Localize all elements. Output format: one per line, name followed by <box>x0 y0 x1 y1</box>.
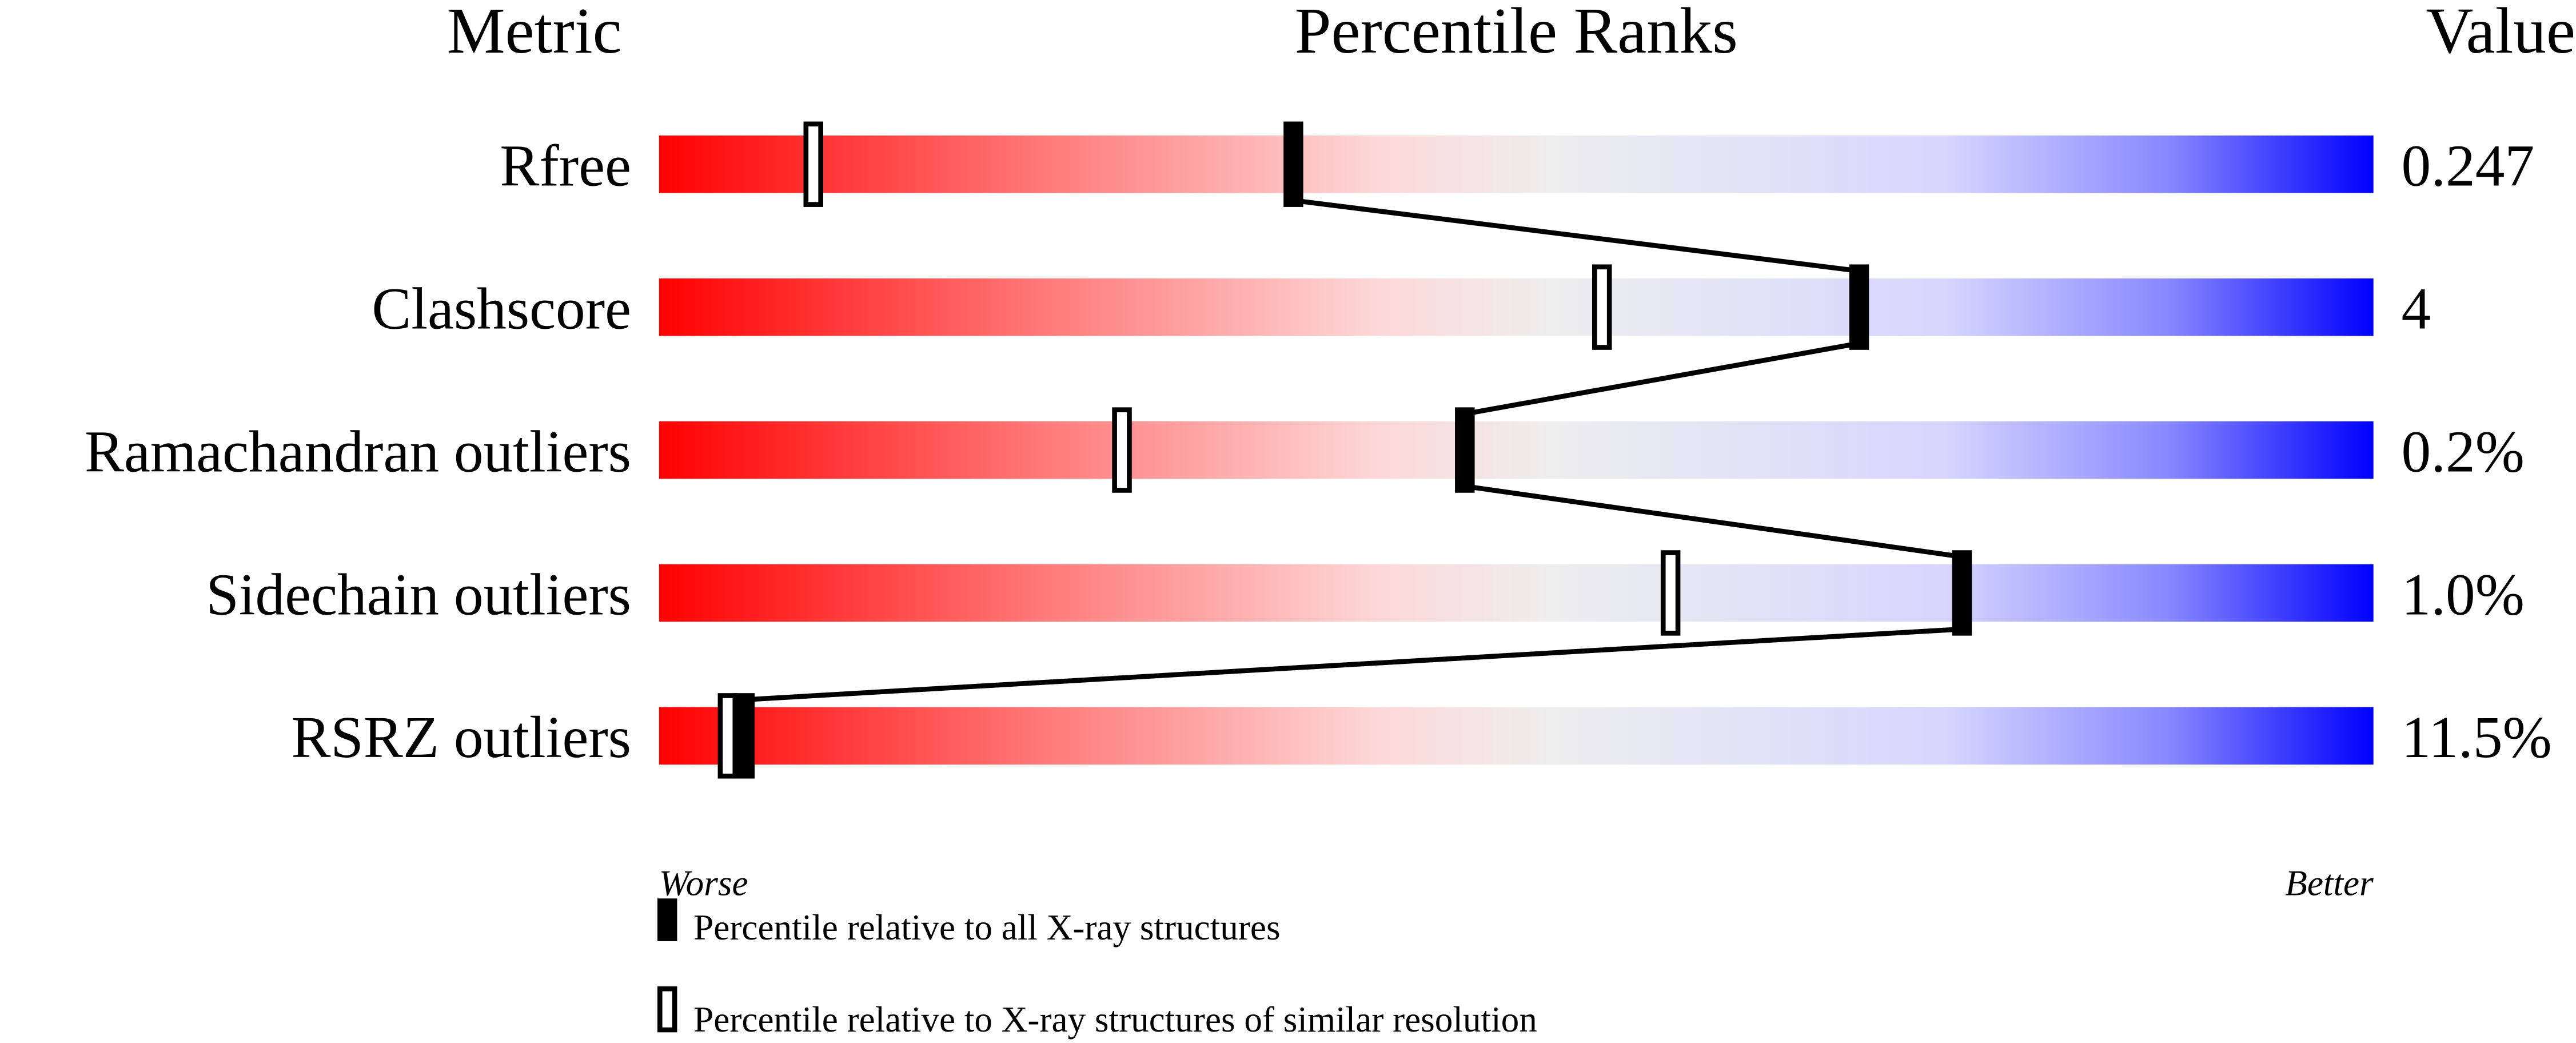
connector-line <box>1464 341 1860 417</box>
metric-value: 11.5% <box>2402 705 2552 770</box>
connector-line <box>1464 483 1963 560</box>
metric-row: Ramachandran outliers 0.2% <box>85 407 2525 493</box>
marker-similar-resolution <box>717 693 738 779</box>
marker-all-structures <box>1283 121 1303 207</box>
marker-all-structures <box>1455 407 1475 493</box>
marker-similar-resolution <box>803 121 823 207</box>
metric-value: 4 <box>2402 276 2431 341</box>
legend-open-marker <box>657 986 677 1033</box>
header-value: Value <box>2426 0 2575 67</box>
marker-similar-resolution <box>1112 407 1132 493</box>
marker-all-structures <box>735 693 755 779</box>
metric-value: 1.0% <box>2402 562 2525 627</box>
metric-label: Clashscore <box>372 276 631 341</box>
header-percentile-ranks: Percentile Ranks <box>1295 0 1738 67</box>
metric-row: RSRZ outliers 11.5% <box>291 693 2552 779</box>
metric-label: Sidechain outliers <box>206 562 631 627</box>
legend-open-label: Percentile relative to X-ray structures … <box>693 1000 1537 1040</box>
percentile-bar <box>659 707 2374 765</box>
percentile-bar <box>659 135 2374 193</box>
marker-similar-resolution <box>1660 550 1681 636</box>
metric-label: Rfree <box>500 134 631 199</box>
marker-all-structures <box>1952 550 1972 636</box>
metric-row: Sidechain outliers 1.0% <box>206 550 2525 636</box>
metric-row: Rfree 0.247 <box>500 121 2535 207</box>
header-metric: Metric <box>446 0 621 67</box>
percentile-bar <box>659 564 2374 622</box>
axis-label-better: Better <box>2285 863 2374 903</box>
metric-value: 0.247 <box>2402 134 2535 199</box>
metric-label: RSRZ outliers <box>291 705 631 770</box>
connector-line <box>744 626 1963 702</box>
axis-label-worse: Worse <box>659 863 748 903</box>
legend-filled-label: Percentile relative to all X-ray structu… <box>693 907 1280 948</box>
percentile-bar <box>659 278 2374 336</box>
legend-filled-marker <box>657 898 677 941</box>
connector-line <box>1293 198 1860 274</box>
percentile-bar <box>659 421 2374 479</box>
metric-label: Ramachandran outliers <box>85 419 631 484</box>
marker-all-structures <box>1849 264 1869 350</box>
metric-row: Clashscore 4 <box>372 264 2431 350</box>
marker-similar-resolution <box>1592 264 1612 350</box>
metric-value: 0.2% <box>2402 419 2525 484</box>
